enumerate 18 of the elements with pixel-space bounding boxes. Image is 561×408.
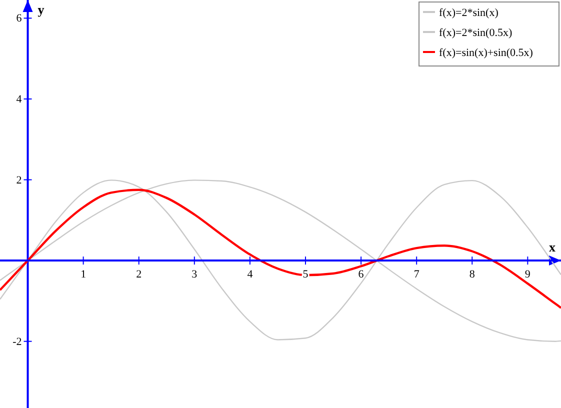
- x-tick-label: 3: [192, 268, 198, 280]
- y-tick-label: 6: [16, 12, 22, 25]
- line-series: [0, 188, 561, 309]
- x-tick-label: 6: [358, 268, 364, 280]
- y-tick-label: 2: [16, 174, 22, 186]
- x-tick-label: 4: [247, 268, 254, 280]
- legend-label: f(x)=2*sin(x): [439, 7, 499, 19]
- x-tick-label: 9: [524, 268, 531, 280]
- x-tick-label: 7: [414, 268, 420, 280]
- x-tick-label: 2: [136, 268, 142, 280]
- legend-label: f(x)=2*sin(0.5x): [439, 27, 512, 39]
- x-tick-label: 8: [469, 268, 476, 280]
- y-tick-label: 4: [16, 93, 22, 106]
- y-axis-title: y: [38, 2, 45, 17]
- x-tick-label: 1: [80, 268, 86, 280]
- y-tick-label: -2: [12, 336, 22, 348]
- x-axis-title: x: [549, 240, 556, 255]
- legend-label: f(x)=sin(x)+sin(0.5x): [439, 47, 534, 59]
